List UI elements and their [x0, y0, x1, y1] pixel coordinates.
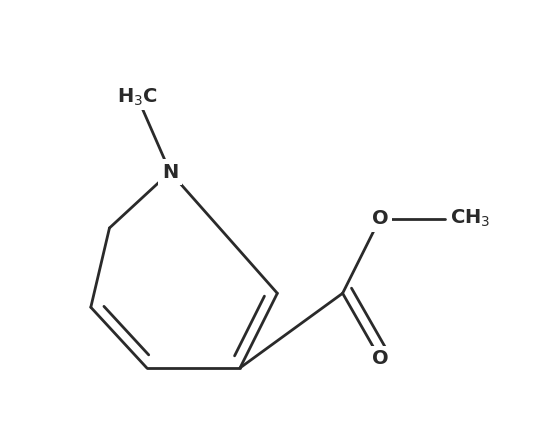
Text: N: N	[162, 163, 178, 182]
Text: H$_3$C: H$_3$C	[117, 87, 158, 108]
Text: CH$_3$: CH$_3$	[450, 208, 490, 229]
Text: O: O	[372, 209, 388, 228]
Text: O: O	[372, 349, 388, 368]
